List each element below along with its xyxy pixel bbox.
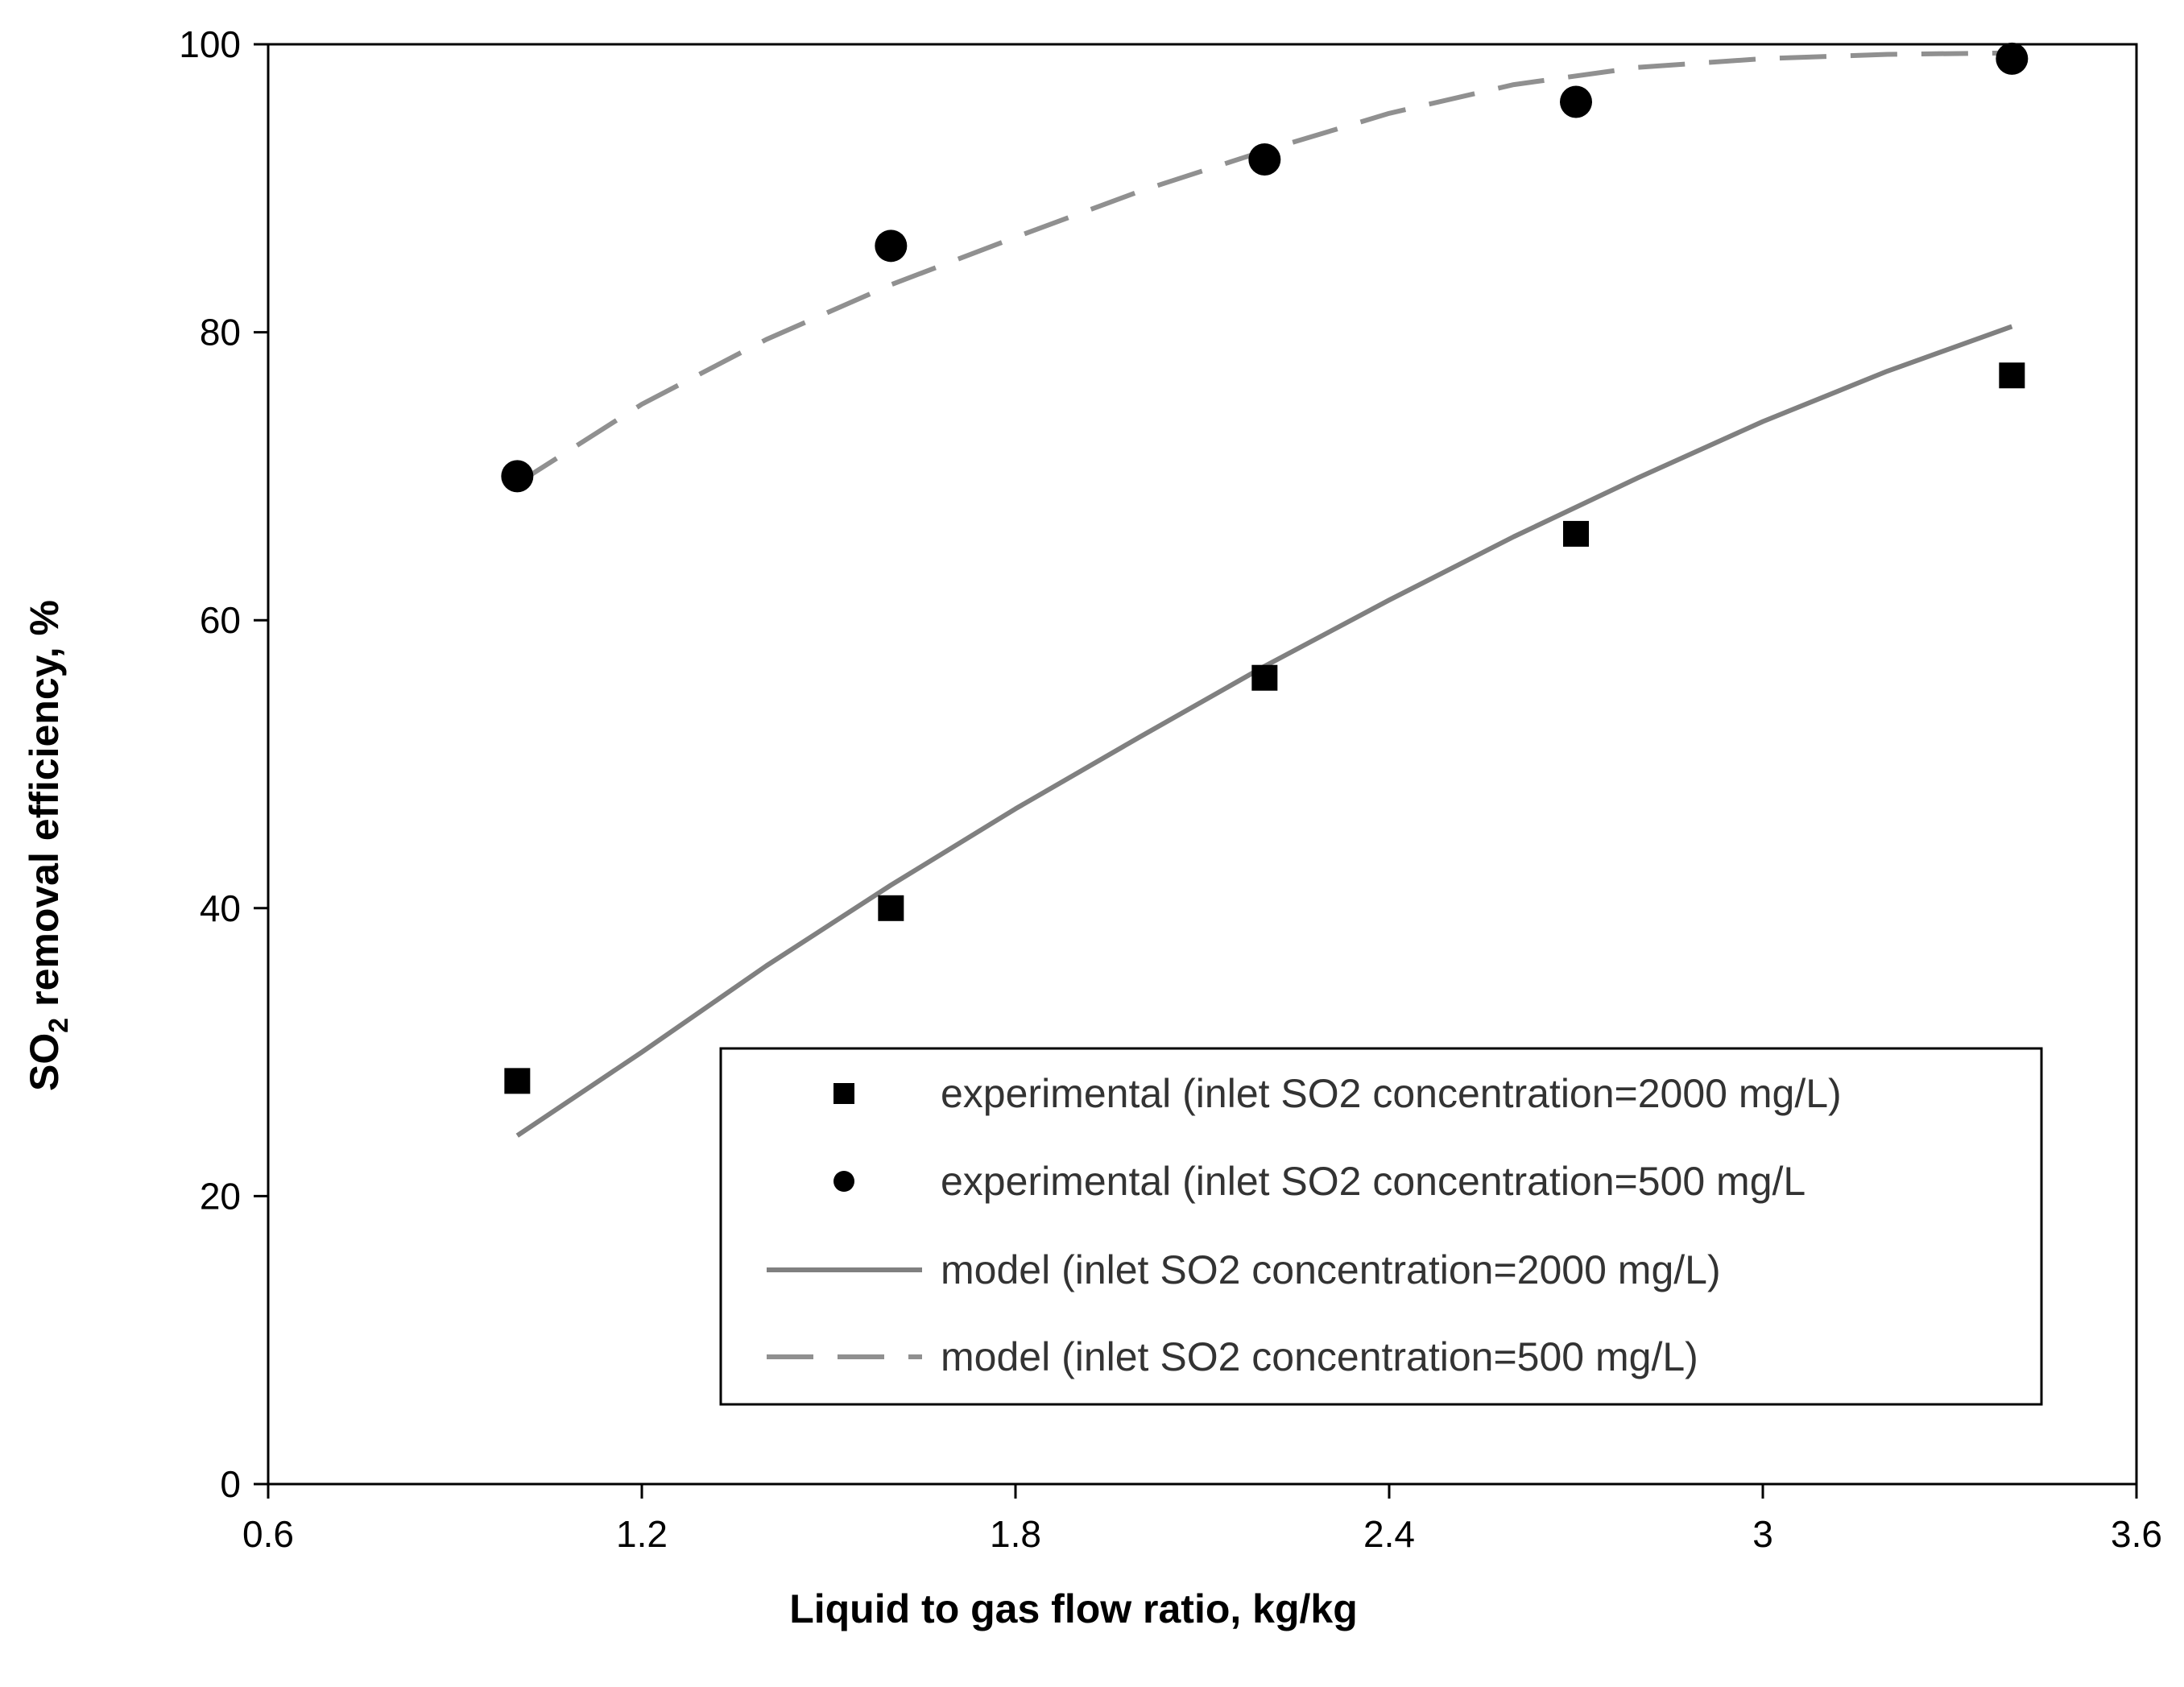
y-tick-label: 20 bbox=[200, 1175, 241, 1217]
data-point-square bbox=[504, 1068, 531, 1094]
series-line-2 bbox=[515, 324, 2013, 1138]
legend-label: model (inlet SO2 concentration=500 mg/L) bbox=[941, 1334, 1698, 1379]
data-point-square bbox=[1999, 362, 2025, 389]
data-point-square bbox=[1563, 520, 1589, 547]
data-point-circle bbox=[1560, 85, 1592, 118]
x-axis: 0.6 1.2 1.8 2.4 3 3.6 bbox=[242, 1484, 2162, 1555]
y-tick-label: 100 bbox=[179, 23, 241, 65]
y-axis-title-suffix: removal efficiency, % bbox=[22, 600, 67, 1018]
x-axis-title: Liquid to gas flow ratio, kg/kg bbox=[789, 1586, 1358, 1631]
legend: experimental (inlet SO2 concentration=20… bbox=[719, 1047, 2043, 1406]
legend-symbol-square bbox=[833, 1083, 854, 1104]
y-axis-title-prefix: SO bbox=[22, 1033, 67, 1091]
plot-area bbox=[267, 42, 2138, 1486]
plot-frame bbox=[267, 43, 2138, 1486]
legend-symbol-circle bbox=[833, 1171, 854, 1192]
y-tick-label: 80 bbox=[200, 312, 241, 354]
x-tick-label: 1.8 bbox=[990, 1513, 1041, 1555]
y-tick-label: 40 bbox=[200, 887, 241, 929]
y-axis-title: SO2 removal efficiency, % bbox=[22, 600, 74, 1091]
legend-label: experimental (inlet SO2 concentration=50… bbox=[941, 1159, 1806, 1204]
y-axis: 0 20 40 60 80 100 bbox=[179, 23, 268, 1505]
y-axis-title-subscript: 2 bbox=[43, 1018, 74, 1033]
data-point-circle bbox=[1248, 143, 1281, 176]
x-tick-label: 3.6 bbox=[2111, 1513, 2162, 1555]
data-point-circle bbox=[1996, 42, 2029, 75]
data-point-circle bbox=[501, 460, 534, 493]
x-tick-label: 2.4 bbox=[1363, 1513, 1415, 1555]
y-tick-label: 60 bbox=[200, 599, 241, 641]
data-point-square bbox=[878, 895, 904, 921]
data-point-square bbox=[1251, 664, 1278, 691]
legend-box bbox=[719, 1047, 2043, 1406]
x-tick-label: 3 bbox=[1752, 1513, 1773, 1555]
legend-label: experimental (inlet SO2 concentration=20… bbox=[941, 1071, 1842, 1116]
legend-label: model (inlet SO2 concentration=2000 mg/L… bbox=[941, 1247, 1721, 1292]
series-line-3 bbox=[515, 50, 2012, 486]
y-tick-label: 0 bbox=[220, 1463, 241, 1505]
data-point-circle bbox=[875, 229, 908, 263]
x-tick-label: 0.6 bbox=[242, 1513, 294, 1555]
x-tick-label: 1.2 bbox=[616, 1513, 668, 1555]
